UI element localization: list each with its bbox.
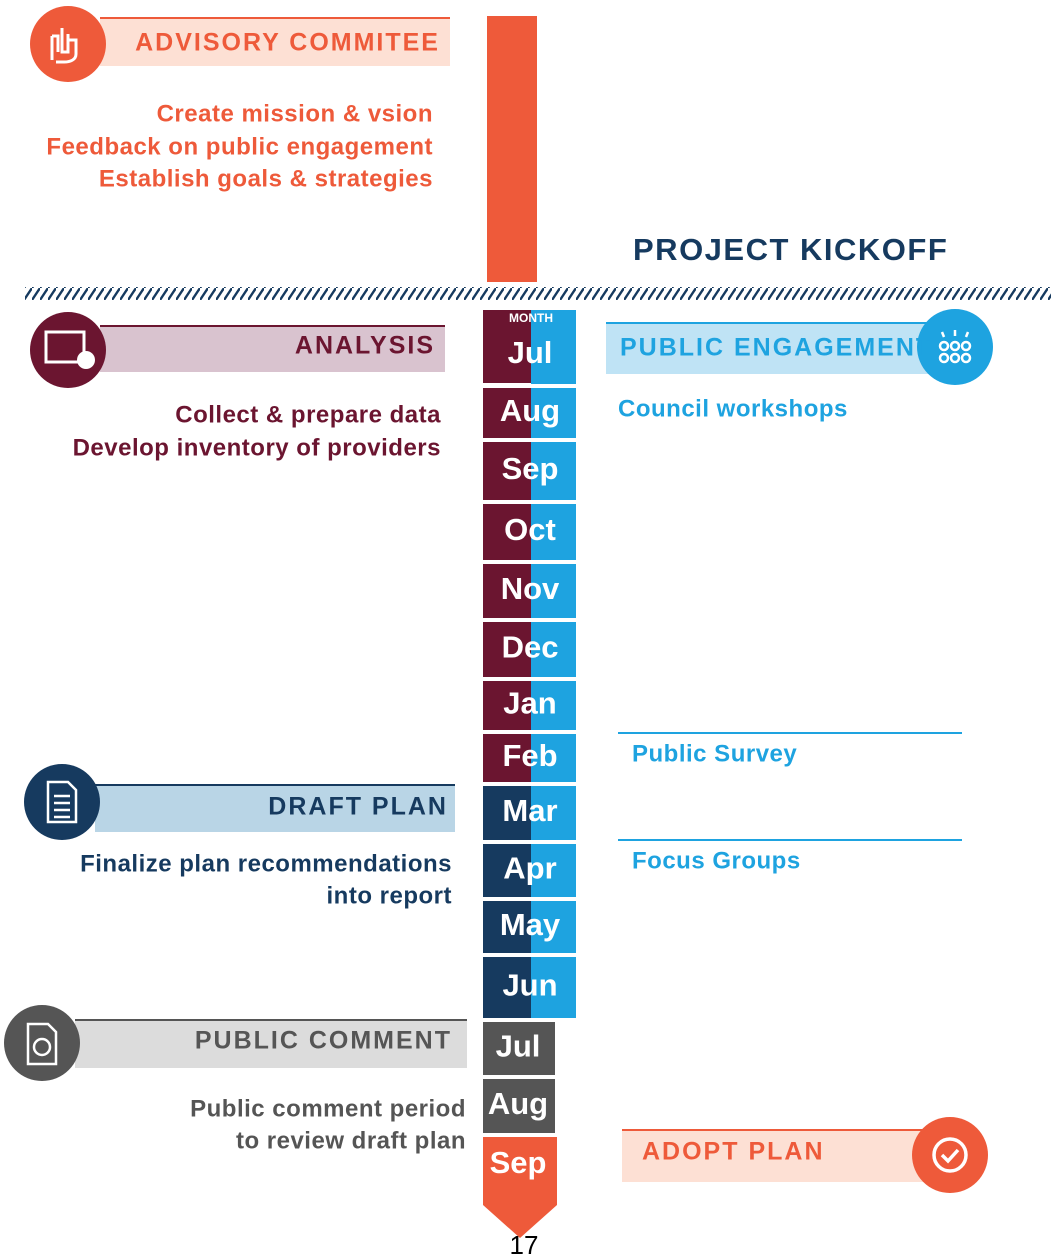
section-item: Feedback on public engagement [46, 133, 433, 160]
hand-icon [50, 28, 78, 64]
month-label: Oct [504, 512, 556, 547]
section-title: PUBLIC COMMENT [195, 1027, 452, 1055]
month-label: Jul [508, 335, 553, 370]
section-title: DRAFT PLAN [268, 793, 448, 821]
month-label: Aug [500, 393, 560, 428]
section-item: Collect & prepare data [175, 401, 441, 428]
section-title: ADOPT PLAN [642, 1138, 825, 1166]
chart-icon [44, 330, 86, 364]
comment-icon [4, 1005, 80, 1081]
section-item: Create mission & vsion [157, 100, 433, 127]
adopt-band [622, 1130, 950, 1182]
month-cell [483, 844, 531, 897]
month-label: Jun [502, 968, 557, 1003]
review-check [32, 1037, 52, 1057]
timeline-header: MONTH [509, 311, 553, 325]
month-cell [483, 786, 531, 840]
engagement-icon [917, 309, 993, 385]
month-label: Mar [502, 793, 557, 828]
month-label: Apr [503, 851, 556, 886]
section-title: PUBLIC ENGAGEMENT [620, 334, 933, 362]
comment-band [75, 1020, 467, 1068]
check-mark [940, 1148, 960, 1164]
month-cell [483, 1022, 555, 1075]
month-label: Nov [501, 571, 560, 606]
section-title: ANALYSIS [295, 332, 435, 360]
month-cell [483, 901, 531, 953]
month-cell [483, 310, 531, 383]
document-icon [46, 780, 78, 824]
review-icon [26, 1022, 58, 1066]
kickoff-divider [25, 287, 1051, 300]
section-item: Develop inventory of providers [73, 434, 441, 461]
month-cell [483, 1079, 555, 1133]
section-title: ADVISORY COMMITEE [135, 29, 440, 57]
month-label: Sep [490, 1145, 547, 1180]
kickoff-label: PROJECT KICKOFF [633, 232, 948, 267]
engagement-band [606, 323, 960, 374]
analysis-icon [30, 312, 106, 388]
month-label: Jan [503, 686, 556, 721]
section-item: Public comment period [190, 1095, 466, 1122]
section-item: Council workshops [618, 395, 848, 422]
month-cell [483, 442, 531, 500]
section-item: into report [327, 882, 453, 909]
section-item: to review draft plan [236, 1127, 466, 1154]
section-item: Focus Groups [632, 847, 801, 874]
month-cell [483, 622, 531, 677]
people-icon [938, 330, 972, 364]
month-label: Feb [502, 738, 557, 773]
section-item: Finalize plan recommendations [80, 850, 452, 877]
section-item: Public Survey [632, 740, 797, 767]
month-label: May [500, 907, 561, 942]
month-label: Aug [488, 1086, 548, 1121]
adopt-icon [912, 1117, 988, 1193]
advisory-band [100, 18, 450, 66]
pie-icon [77, 351, 95, 369]
month-cell [483, 957, 531, 1018]
month-cell [483, 504, 531, 560]
month-label: Dec [502, 630, 559, 665]
check-circle [932, 1137, 968, 1173]
month-cell [483, 734, 531, 782]
page-number: 17 [510, 1230, 539, 1260]
month-cell [483, 564, 531, 618]
month-cell [483, 1137, 557, 1238]
month-cell [483, 681, 531, 730]
month-cell [483, 388, 531, 438]
advisory-bar [487, 16, 537, 282]
analysis-band [100, 326, 445, 372]
month-label: Jul [496, 1029, 541, 1064]
section-item: Establish goals & strategies [99, 165, 433, 192]
draft-band [95, 785, 455, 832]
month-label: Sep [502, 451, 559, 486]
